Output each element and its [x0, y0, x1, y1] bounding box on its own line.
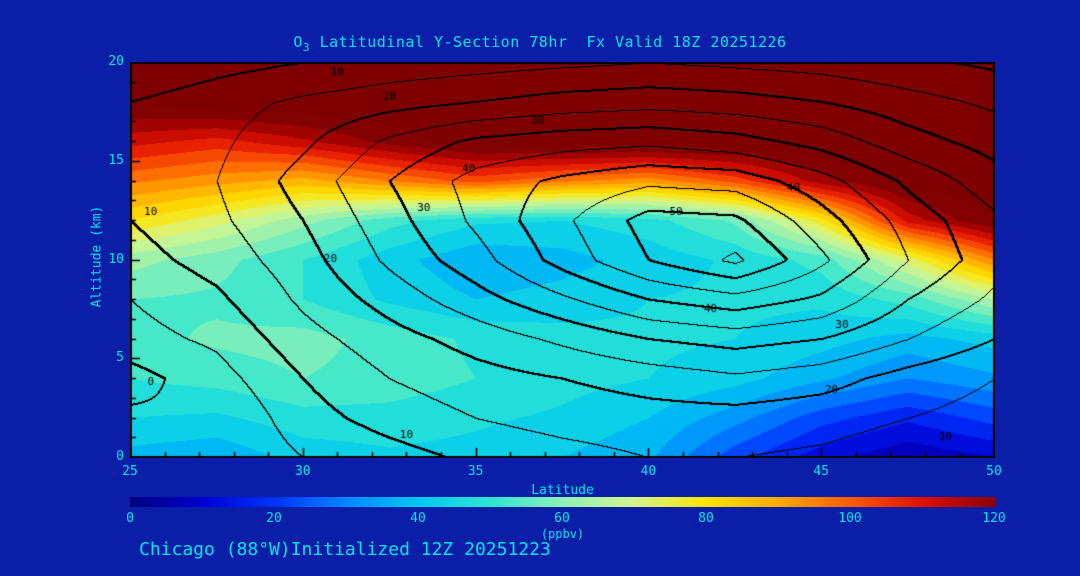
chart-title-subscript: 3 — [302, 41, 311, 54]
station-init-text: Chicago (88°W)Initialized 12Z 20251223 — [139, 539, 551, 560]
x-tick-label: 45 — [813, 464, 830, 479]
colorbar-gradient — [130, 497, 995, 507]
y-tick-label: 15 — [108, 152, 124, 168]
chart-title-text: Latitudinal Y-Section 78hr Fx Valid 18Z … — [310, 33, 787, 51]
y-tick-label: 0 — [116, 449, 124, 464]
chart-title-species: O — [293, 33, 303, 51]
colorbar-tick-label: 100 — [838, 511, 862, 526]
x-axis-label: Latitude — [531, 483, 594, 498]
colorbar-tick-label: 120 — [982, 511, 1006, 526]
y-axis-label: Altitude (km) — [89, 205, 105, 308]
contour-fill-plot — [130, 62, 995, 458]
y-tick-label: 5 — [116, 350, 124, 366]
colorbar-tick-label: 80 — [698, 511, 714, 526]
x-tick-label: 30 — [294, 464, 311, 479]
colorbar-tick-label: 40 — [410, 511, 426, 526]
colorbar-tick-label: 60 — [554, 511, 570, 526]
colorbar-tick-label: 0 — [126, 511, 134, 526]
y-tick-label: 20 — [108, 54, 124, 69]
chart-title: O3 Latitudinal Y-Section 78hr Fx Valid 1… — [0, 33, 1080, 54]
x-tick-label: 50 — [986, 464, 1002, 479]
x-tick-label: 35 — [467, 464, 484, 479]
colorbar-tick-label: 20 — [266, 511, 282, 526]
x-tick-label: 25 — [122, 464, 138, 479]
x-tick-label: 40 — [640, 464, 657, 479]
colorbar-unit-label: (ppbv) — [540, 527, 585, 541]
